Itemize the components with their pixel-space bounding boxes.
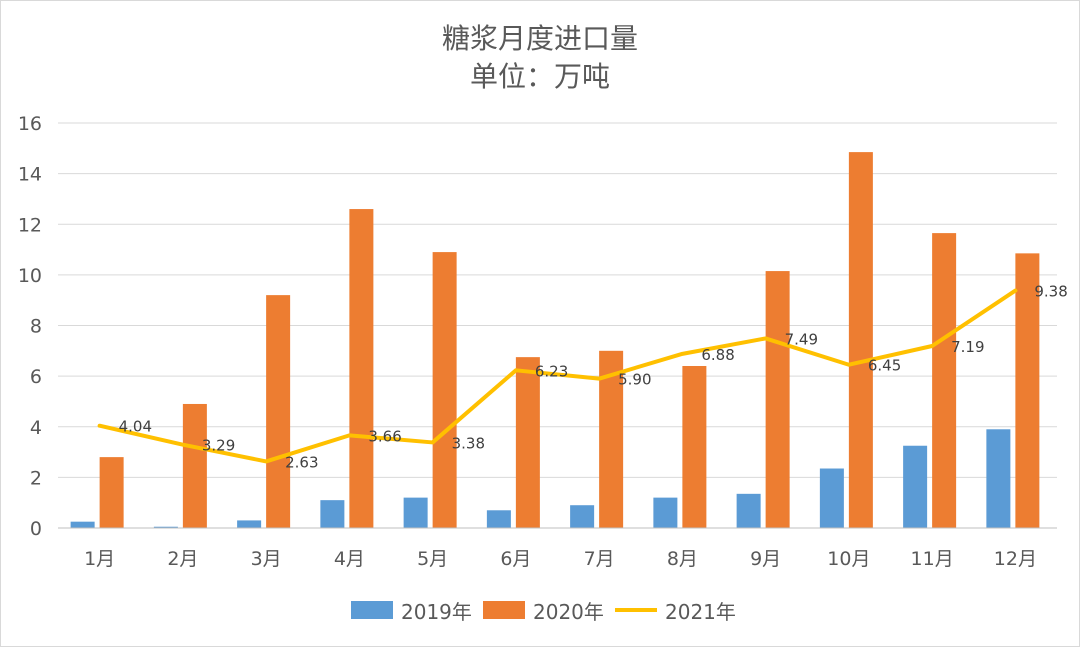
- data-label: 6.45: [868, 357, 901, 375]
- bar-2019年: [903, 445, 928, 528]
- x-tick-label: 2月: [167, 548, 198, 570]
- data-label: 6.23: [535, 362, 568, 380]
- bar-2019年: [653, 497, 678, 528]
- legend-label: 2019年: [401, 600, 472, 624]
- legend: 2019年 2020年 2021年: [351, 600, 736, 624]
- bar-2020年: [932, 233, 957, 528]
- bar-2019年: [986, 429, 1011, 528]
- axes: 0 2 4 6 8 10 12 14 16 1月 2月 3月 4月 5月 6月 7月 8月 9月 10月 11月 12月: [18, 113, 1057, 570]
- data-label: 6.88: [701, 346, 734, 364]
- bar-2019年: [819, 468, 844, 528]
- bar-2019年: [153, 526, 178, 528]
- legend-label: 2021年: [665, 600, 736, 624]
- x-tick-label: 8月: [667, 548, 698, 570]
- x-tick-label: 7月: [584, 548, 615, 570]
- x-tick-label: 5月: [417, 548, 448, 570]
- data-label: 9.38: [1034, 283, 1067, 301]
- bar-2019年: [486, 510, 511, 528]
- bar-2020年: [682, 366, 707, 528]
- bar-2020年: [349, 209, 374, 528]
- data-label: 5.90: [618, 371, 651, 389]
- bar-2020年: [432, 252, 457, 528]
- data-labels: 4.04 3.29 2.63 3.66 3.38 6.23 5.90 6.88 7.49 6.45…: [119, 283, 1068, 472]
- bar-2020年: [99, 457, 124, 528]
- x-tick-label: 3月: [251, 548, 282, 570]
- y-tick-label: 14: [18, 164, 42, 186]
- x-tick-label: 9月: [750, 548, 781, 570]
- x-tick-label: 10月: [827, 548, 870, 570]
- y-tick-label: 8: [30, 316, 42, 338]
- bar-2019年: [237, 520, 262, 528]
- y-tick-label: 2: [30, 467, 42, 489]
- bar-2020年: [515, 357, 540, 528]
- bar-2020年: [266, 295, 291, 528]
- chart-title: 糖浆月度进口量: [441, 22, 638, 55]
- legend-swatch: [351, 601, 393, 619]
- legend-label: 2020年: [533, 600, 604, 624]
- y-tick-label: 0: [30, 518, 42, 540]
- data-label: 3.38: [452, 434, 485, 452]
- y-tick-label: 4: [30, 417, 42, 439]
- data-label: 2.63: [285, 453, 318, 471]
- y-tick-label: 6: [30, 366, 42, 388]
- bar-2019年: [320, 500, 345, 528]
- x-tick-label: 6月: [500, 548, 531, 570]
- x-tick-label: 1月: [84, 548, 115, 570]
- bar-marks: [70, 152, 1040, 528]
- y-tick-label: 16: [18, 113, 42, 135]
- bar-2020年: [848, 152, 873, 528]
- legend-swatch: [483, 601, 525, 619]
- data-label: 4.04: [119, 418, 152, 436]
- data-label: 7.49: [785, 330, 818, 348]
- bar-2020年: [599, 350, 624, 528]
- gridlines: [58, 122, 1057, 478]
- bar-2019年: [403, 497, 428, 528]
- chart-subtitle: 单位：万吨: [469, 60, 610, 93]
- data-label: 3.29: [202, 437, 235, 455]
- x-tick-label: 12月: [994, 548, 1037, 570]
- bar-2019年: [70, 521, 95, 528]
- data-label: 3.66: [368, 427, 401, 445]
- bar-2020年: [1015, 253, 1040, 528]
- line-2021年: [97, 288, 1018, 464]
- y-tick-label: 10: [18, 265, 42, 287]
- bar-2020年: [182, 403, 207, 528]
- x-tick-label: 4月: [334, 548, 365, 570]
- bar-2019年: [736, 493, 761, 528]
- y-tick-label: 12: [18, 214, 42, 236]
- x-tick-label: 11月: [911, 548, 954, 570]
- data-label: 7.19: [951, 338, 984, 356]
- line-marks: [97, 288, 1018, 464]
- bar-2019年: [570, 505, 595, 528]
- bar-2020年: [765, 271, 790, 528]
